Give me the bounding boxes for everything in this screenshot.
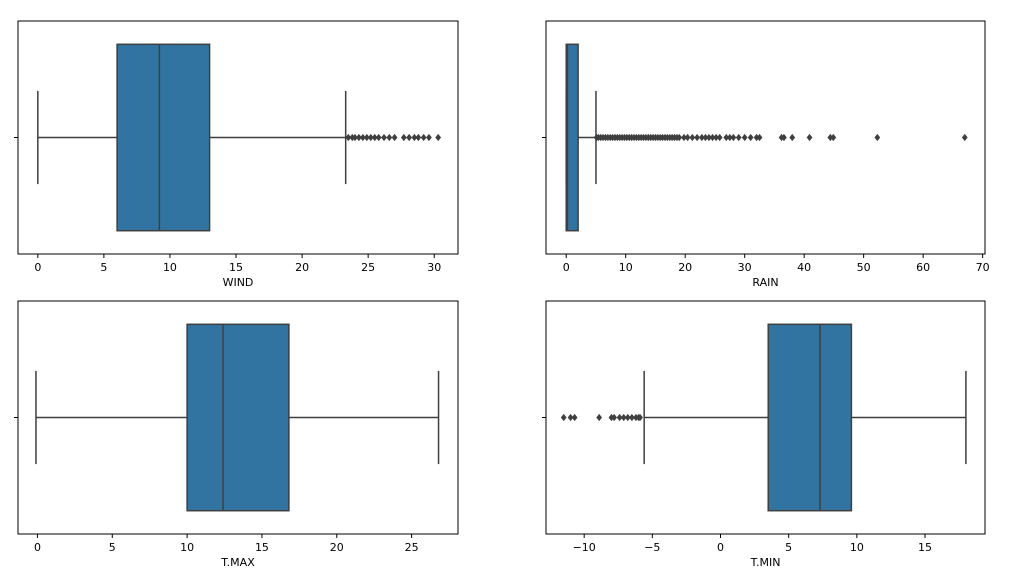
outlier-point [723, 133, 730, 142]
outlier-point [676, 133, 683, 142]
outlier-point [359, 133, 366, 142]
x-tick-label: 5 [109, 541, 116, 554]
iqr-box [767, 323, 853, 512]
x-axis-label: RAIN [752, 276, 778, 289]
x-tick-label: 20 [330, 541, 344, 554]
outlier-point [375, 133, 382, 142]
x-tick-label: 0 [34, 261, 41, 274]
outlier-point [713, 133, 720, 142]
boxplot-panel-2: 0 10 20 30 40 50 60 70 RAIN [542, 20, 990, 289]
outlier-point [406, 133, 412, 142]
outlier-point [363, 133, 370, 142]
outlier-point [411, 133, 418, 142]
outlier-point [709, 133, 716, 142]
x-tick-label: −10 [573, 541, 596, 554]
x-tick-label: 15 [255, 541, 269, 554]
x-tick-label: −5 [644, 541, 660, 554]
iqr-box [186, 323, 290, 512]
outlier-point [694, 133, 700, 142]
outlier-point [753, 133, 760, 142]
x-axis-label: T.MIN [750, 556, 781, 569]
x-tick-label: 5 [100, 261, 107, 274]
outlier-point [706, 133, 712, 142]
outlier-point [371, 133, 378, 142]
x-tick-label: 15 [918, 541, 932, 554]
x-tick-label: 20 [295, 261, 309, 274]
outlier-point [789, 133, 796, 142]
iqr-box [116, 43, 211, 232]
x-tick-label: 0 [34, 541, 41, 554]
x-tick-label: 10 [163, 261, 177, 274]
outlier-point [735, 133, 742, 142]
x-tick-label: 0 [717, 541, 724, 554]
x-tick-label: 40 [797, 261, 811, 274]
x-tick-label: 30 [427, 261, 441, 274]
x-tick-label: 70 [976, 261, 990, 274]
outlier-point [386, 133, 393, 142]
outlier-point [726, 133, 733, 142]
outlier-point [684, 133, 691, 142]
outlier-point [874, 133, 881, 142]
outlier-point [560, 413, 567, 422]
outlier-point [356, 133, 362, 142]
outlier-point [624, 413, 631, 422]
outlier-point [426, 133, 432, 142]
outlier-point [681, 133, 687, 142]
outlier-point [806, 133, 813, 142]
outlier-point [367, 133, 374, 142]
outlier-point [637, 413, 643, 422]
x-tick-label: 20 [678, 261, 692, 274]
outlier-point [616, 413, 623, 422]
outlier-point [352, 133, 358, 142]
x-tick-label: 50 [857, 261, 871, 274]
outlier-point [620, 413, 627, 422]
x-tick-label: 25 [361, 261, 375, 274]
x-tick-label: 10 [180, 541, 194, 554]
outlier-point [756, 133, 763, 142]
outlier-point [716, 133, 723, 142]
x-tick-label: 10 [619, 261, 633, 274]
x-tick-label: 30 [738, 261, 752, 274]
x-tick-label: 0 [563, 261, 570, 274]
outlier-point [420, 133, 427, 142]
boxplot-panel-3: 0 5 10 15 20 25 T.MAX [14, 300, 459, 569]
outlier-point [567, 413, 574, 422]
boxplot-panel-1: 0 5 10 15 20 25 30 WIND [14, 20, 459, 289]
outlier-point [381, 133, 387, 142]
outlier-point [596, 413, 603, 422]
outlier-point [781, 133, 787, 142]
outlier-point [611, 413, 618, 422]
x-tick-label: 60 [916, 261, 930, 274]
outlier-point [391, 133, 398, 142]
x-tick-label: 5 [785, 541, 792, 554]
x-axis-label: WIND [223, 276, 254, 289]
outlier-point [702, 133, 709, 142]
outlier-point [698, 133, 705, 142]
x-axis-label: T.MAX [220, 556, 255, 569]
outlier-point [961, 133, 968, 142]
outlier-point [571, 413, 578, 422]
outlier-point [827, 133, 834, 142]
outlier-point [629, 413, 635, 422]
boxplot-panel-4: −10 −5 0 5 10 15 T.MIN [542, 300, 986, 569]
iqr-box [565, 43, 579, 232]
outlier-point [415, 133, 422, 142]
outlier-point [730, 133, 737, 142]
x-tick-label: 25 [405, 541, 419, 554]
x-tick-label: 15 [229, 261, 243, 274]
outlier-point [689, 133, 696, 142]
outlier-point [741, 133, 748, 142]
outlier-point [747, 133, 754, 142]
outlier-point [345, 133, 352, 142]
outlier-point [400, 133, 407, 142]
outlier-point [435, 133, 442, 142]
outlier-point [830, 133, 837, 142]
x-tick-label: 10 [850, 541, 864, 554]
